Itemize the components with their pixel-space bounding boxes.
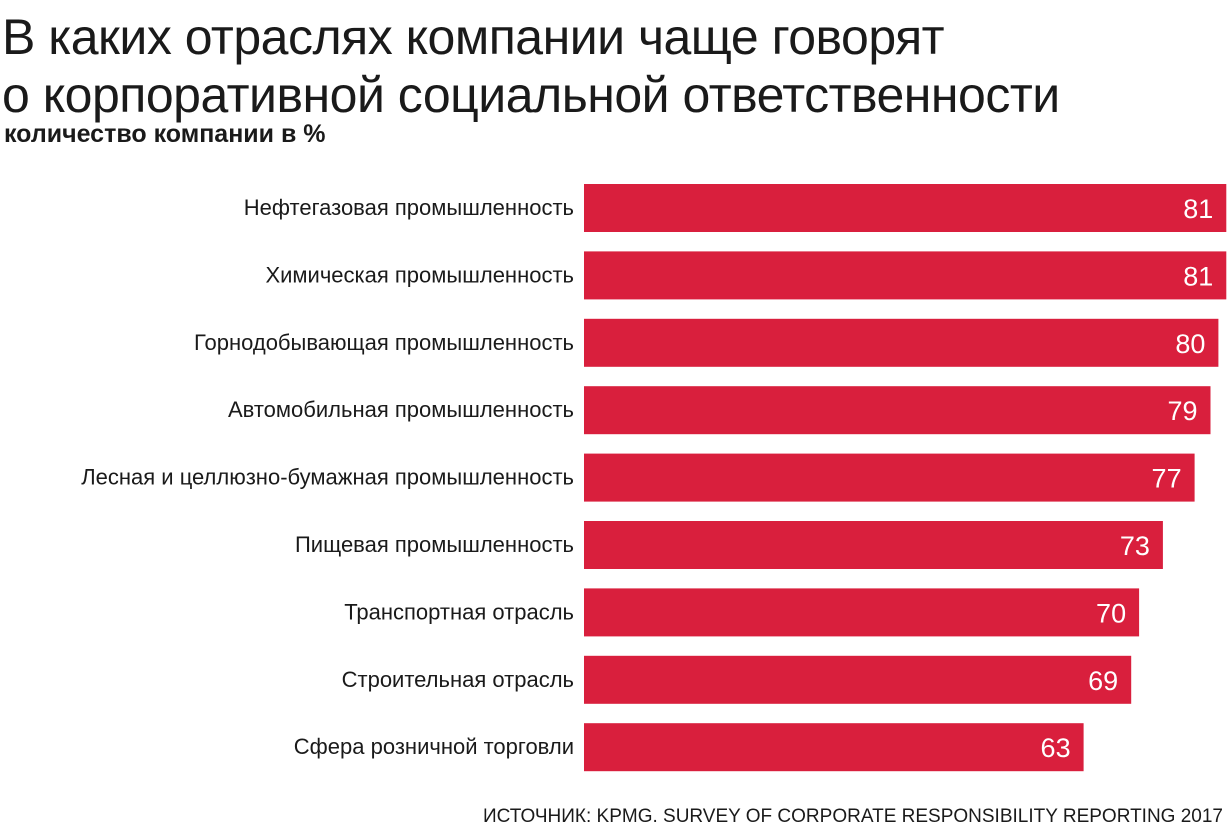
category-label-6: Пищевая промышленность: [295, 532, 574, 557]
value-label-1: 81: [1183, 194, 1213, 224]
category-label-1: Нефтегазовая промышленность: [244, 195, 574, 220]
value-label-3: 80: [1175, 329, 1205, 359]
source-note: ИСТОЧНИК: KPMG. SURVEY OF CORPORATE RESP…: [483, 806, 1223, 827]
chart-title-line-2: о корпоративной социальной ответственнос…: [2, 67, 1060, 123]
bar-8: [584, 655, 1132, 704]
value-label-2: 81: [1183, 261, 1213, 291]
bar-4: [584, 386, 1211, 435]
bar-6: [584, 521, 1163, 569]
value-label-8: 69: [1088, 666, 1118, 696]
category-label-2: Химическая промышленность: [265, 262, 574, 287]
category-label-9: Сфера розничной торговли: [294, 734, 574, 759]
value-label-4: 79: [1167, 396, 1197, 426]
chart-title-line-1: В каких отраслях компании чаще говорят: [2, 9, 945, 65]
bar-7: [584, 588, 1140, 637]
bar-3: [584, 318, 1219, 367]
chart-subtitle: количество компании в %: [4, 120, 326, 148]
value-label-7: 70: [1096, 598, 1126, 628]
value-label-5: 77: [1152, 464, 1182, 494]
category-label-3: Горнодобывающая промышленность: [194, 330, 574, 355]
category-label-8: Строительная отрасль: [342, 667, 574, 692]
value-label-6: 73: [1120, 531, 1150, 561]
bar-1: [584, 184, 1227, 232]
category-label-4: Автомобильная промышленность: [228, 397, 574, 422]
category-label-5: Лесная и целлюзно-бумажная промышленност…: [81, 465, 574, 490]
bar-9: [584, 723, 1084, 772]
bar-5: [584, 453, 1195, 502]
value-label-9: 63: [1041, 733, 1071, 763]
category-label-7: Транспортная отрасль: [344, 599, 574, 624]
bar-2: [584, 251, 1227, 300]
